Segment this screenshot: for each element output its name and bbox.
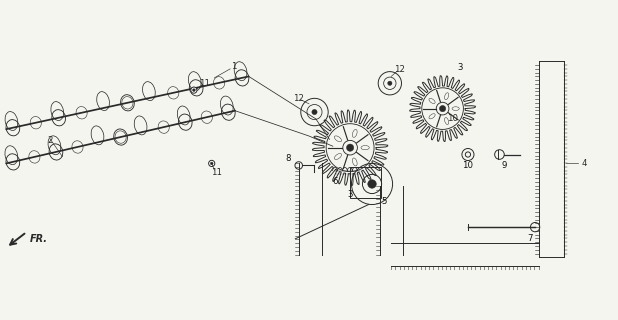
- Circle shape: [312, 109, 317, 115]
- Circle shape: [210, 162, 213, 165]
- Text: 6: 6: [332, 177, 338, 187]
- Text: 10: 10: [462, 161, 473, 170]
- Text: 3: 3: [347, 190, 353, 199]
- Text: 8: 8: [286, 154, 291, 163]
- Text: 7: 7: [527, 234, 532, 243]
- Text: 12: 12: [394, 65, 405, 74]
- Circle shape: [191, 87, 197, 93]
- Text: 10: 10: [447, 114, 459, 124]
- Text: 4: 4: [582, 159, 587, 168]
- Text: 2: 2: [47, 136, 53, 145]
- Text: 11: 11: [200, 79, 210, 88]
- Circle shape: [347, 144, 353, 151]
- Text: 9: 9: [502, 161, 507, 170]
- Text: 11: 11: [211, 168, 222, 177]
- Circle shape: [439, 106, 446, 112]
- Circle shape: [368, 180, 376, 188]
- Circle shape: [209, 160, 215, 166]
- Circle shape: [193, 89, 195, 92]
- Text: 12: 12: [293, 94, 304, 103]
- Text: 3: 3: [457, 63, 462, 72]
- Text: FR.: FR.: [30, 235, 48, 244]
- Text: 5: 5: [381, 196, 387, 206]
- Text: 1: 1: [231, 62, 237, 71]
- Circle shape: [387, 81, 392, 85]
